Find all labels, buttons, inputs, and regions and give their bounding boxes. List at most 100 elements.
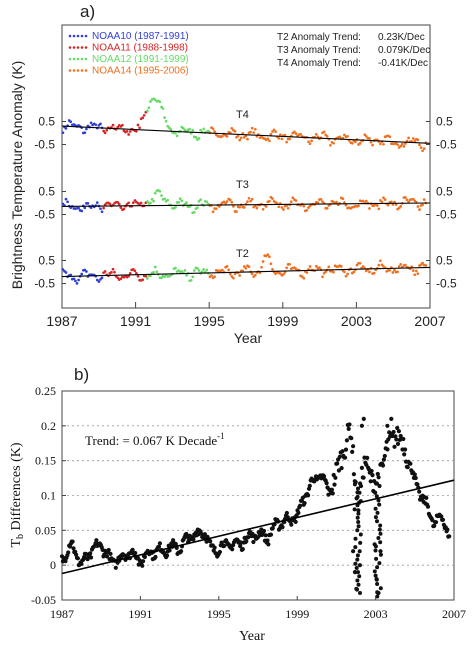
panel-a-point [202, 127, 206, 131]
panel-a-point [332, 141, 335, 145]
panel-a-point [293, 130, 296, 134]
panel-a-legend-marker [80, 46, 84, 49]
panel-b-point [432, 523, 437, 529]
panel-a-point [368, 137, 371, 140]
panel-b-point [357, 490, 362, 495]
panel-a-point [135, 129, 138, 133]
panel-b-point [354, 586, 359, 591]
panel-a-legend-marker [68, 46, 72, 49]
panel-a-trend-line [61, 125, 431, 144]
panel-b-point [268, 532, 274, 537]
panel-a-point [413, 273, 417, 277]
panel-b-point [358, 532, 363, 537]
panel-a-point [64, 127, 68, 130]
panel-b-point [374, 556, 379, 561]
panel-a-point [61, 131, 65, 135]
panel-b-point [439, 514, 444, 519]
panel-b-point [378, 531, 383, 536]
panel-b-point [395, 441, 401, 446]
panel-a-ytick-label-right: 0.5 [436, 254, 453, 268]
panel-a-point [372, 271, 376, 275]
panel-a-point [238, 274, 242, 277]
panel-b-point [395, 425, 400, 431]
panel-b-point [372, 569, 377, 574]
panel-b-ytick-label: 0.25 [35, 384, 56, 398]
panel-a-point [80, 272, 84, 276]
panel-a-point [136, 274, 140, 278]
panel-b-point [351, 444, 356, 449]
panel-b-ylabel-rest: Differences (K) [9, 442, 24, 534]
panel-b-point [369, 468, 374, 474]
panel-b-point [375, 582, 380, 586]
panel-a-point [415, 269, 418, 273]
panel-a-point [66, 200, 69, 204]
panel-a-point [302, 276, 306, 280]
panel-a-ylabel: Brightness Temperature Anomaly (K) [9, 61, 25, 290]
panel-a-point [239, 136, 243, 140]
panel-a-point [158, 100, 162, 104]
panel-a-point [308, 265, 312, 268]
panel-b-point [208, 539, 213, 544]
panel-b-xtick-label: 2007 [442, 607, 466, 621]
panel-b-point [66, 550, 71, 555]
panel-b-point [353, 545, 358, 550]
panel-b-point [373, 573, 378, 578]
panel-a-point [152, 199, 155, 203]
panel-b-point [375, 471, 380, 477]
panel-a-legend-marker [68, 69, 72, 72]
panel-a-point [421, 203, 424, 207]
panel-a-point [282, 208, 285, 211]
panel-b-point [368, 479, 373, 484]
panel-a-xtick-label: 1987 [46, 313, 77, 329]
panel-a-point [247, 265, 251, 269]
panel-b-point [302, 501, 307, 506]
panel-a-point [238, 205, 242, 209]
panel-b-point [284, 510, 289, 516]
panel-a-point [225, 200, 229, 203]
panel-a-point [228, 198, 232, 202]
panel-b-point [157, 541, 162, 546]
panel-b-point [347, 422, 352, 427]
panel-a-point [116, 125, 120, 129]
panel-b-point [376, 498, 381, 503]
panel-a-xtick-label: 1991 [120, 313, 151, 329]
panel-a-point [131, 201, 135, 205]
panel-a-point [74, 279, 77, 283]
panel-b-point [440, 517, 446, 522]
panel-a-point [266, 253, 270, 256]
panel-a-point [128, 130, 132, 133]
panel-a-point [368, 270, 371, 274]
panel-a-point [283, 133, 287, 137]
panel-b-point [375, 519, 379, 524]
panel-b-point [408, 461, 413, 466]
panel-a-point [394, 203, 398, 206]
panel-a-point [163, 275, 166, 279]
panel-a-legend-marker [72, 46, 76, 49]
panel-b-point [405, 465, 410, 470]
panel-a-legend-entry: NOAA12 (1991-1999) [92, 54, 189, 65]
panel-a-point [225, 135, 229, 138]
panel-a-point [189, 278, 193, 282]
panel-a-legend-marker [80, 57, 84, 61]
panel-a-point [405, 198, 409, 202]
panel-a-point [121, 123, 124, 127]
panel-b-point [156, 544, 162, 549]
panel-a-trend-text: T2 Anomaly Trend: [277, 32, 361, 43]
panel-a-point [358, 261, 362, 265]
panel-a-point [391, 271, 395, 274]
panel-b-point [324, 481, 329, 486]
panel-b-point [396, 429, 401, 434]
panel-b-point [246, 535, 251, 540]
panel-a-point [325, 134, 329, 138]
panel-a-ytick-label: -0.5 [34, 277, 55, 291]
panel-a-point [329, 143, 332, 147]
panel-a-point [97, 280, 101, 283]
panel-b-ylabel-sub: b [15, 534, 26, 539]
panel-b-trend-line [61, 479, 455, 575]
panel-b-point [355, 528, 360, 533]
panel-a-legend-marker [80, 69, 84, 72]
panel-a-point [288, 137, 292, 141]
panel-a-point [419, 146, 423, 149]
panel-b-point [373, 490, 378, 495]
panel-a-point [249, 199, 252, 203]
